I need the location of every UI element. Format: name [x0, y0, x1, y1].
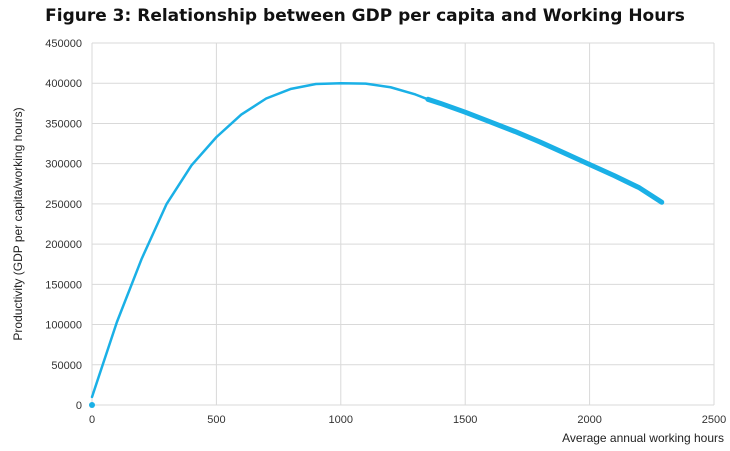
- x-axis-ticks: 0 500 1000 1500 2000 2500: [89, 414, 726, 426]
- grid: [91, 42, 715, 406]
- y-tick-label: 200000: [45, 239, 82, 251]
- y-tick-label: 150000: [45, 279, 82, 291]
- y-axis-label: Productivity (GDP per capita/working hou…: [11, 107, 25, 340]
- y-tick-label: 0: [76, 400, 82, 412]
- x-tick-label: 500: [207, 414, 225, 426]
- x-tick-label: 2500: [702, 414, 726, 426]
- chart-title: Figure 3: Relationship between GDP per c…: [45, 6, 685, 26]
- plot-area: [89, 81, 665, 408]
- y-tick-label: 400000: [45, 78, 82, 90]
- y-tick-label: 250000: [45, 199, 82, 211]
- y-tick-label: 450000: [45, 38, 82, 50]
- x-axis-label: Average annual working hours: [562, 431, 724, 445]
- x-tick-label: 1500: [453, 414, 477, 426]
- y-tick-label: 100000: [45, 320, 82, 332]
- data-point: [89, 402, 95, 408]
- y-axis-ticks: 0 50000 100000 150000 200000 250000 300000 3500…: [45, 38, 82, 412]
- series-line: [90, 81, 430, 399]
- y-tick-label: 350000: [45, 118, 82, 130]
- series-line: [425, 96, 665, 205]
- x-tick-label: 2000: [577, 414, 601, 426]
- x-tick-label: 1000: [329, 414, 353, 426]
- x-tick-label: 0: [89, 414, 95, 426]
- y-tick-label: 300000: [45, 159, 82, 171]
- y-tick-label: 50000: [51, 360, 82, 372]
